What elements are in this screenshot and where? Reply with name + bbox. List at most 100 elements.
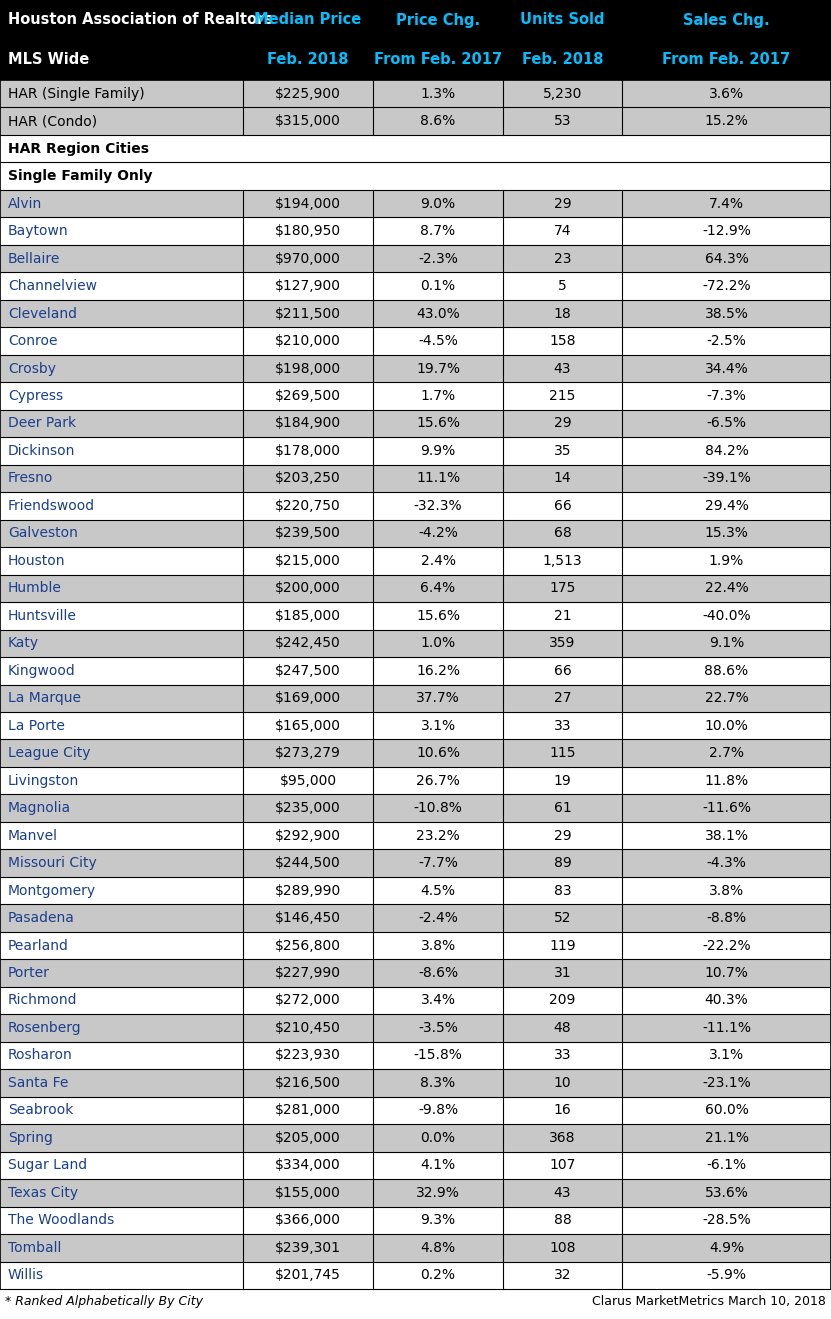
Text: 66: 66: [553, 499, 572, 513]
Text: Kingwood: Kingwood: [8, 663, 76, 678]
Text: 2.7%: 2.7%: [709, 747, 744, 760]
Bar: [0, 931, 831, 959]
Text: 23: 23: [553, 252, 571, 265]
Text: 2.4%: 2.4%: [420, 554, 455, 568]
Bar: [0, 464, 831, 492]
Text: 68: 68: [553, 526, 572, 541]
Text: 66: 66: [553, 663, 572, 678]
Text: -40.0%: -40.0%: [702, 609, 751, 623]
Text: -7.3%: -7.3%: [706, 389, 746, 404]
Text: $227,990: $227,990: [275, 966, 341, 980]
Text: $203,250: $203,250: [275, 471, 341, 485]
Text: 53: 53: [553, 115, 571, 128]
Text: $289,990: $289,990: [275, 884, 341, 898]
Bar: [0, 1070, 831, 1096]
Text: 14: 14: [553, 471, 572, 485]
Text: 215: 215: [549, 389, 576, 404]
Bar: [0, 1179, 831, 1207]
Text: Single Family Only: Single Family Only: [8, 169, 153, 183]
Text: $169,000: $169,000: [275, 691, 341, 706]
Text: 15.2%: 15.2%: [705, 115, 749, 128]
Text: 21: 21: [553, 609, 572, 623]
Text: 11.8%: 11.8%: [705, 774, 749, 787]
Text: 209: 209: [549, 993, 576, 1008]
Text: 38.5%: 38.5%: [705, 306, 749, 321]
Text: Montgomery: Montgomery: [8, 884, 96, 898]
Text: Cleveland: Cleveland: [8, 306, 77, 321]
Text: -11.1%: -11.1%: [702, 1021, 751, 1035]
Text: $200,000: $200,000: [275, 582, 341, 595]
Bar: [0, 40, 831, 80]
Text: Crosby: Crosby: [8, 361, 56, 376]
Text: $273,279: $273,279: [275, 747, 341, 760]
Text: 26.7%: 26.7%: [416, 774, 460, 787]
Text: Houston: Houston: [8, 554, 66, 568]
Text: 64.3%: 64.3%: [705, 252, 749, 265]
Text: 3.1%: 3.1%: [709, 1049, 744, 1062]
Text: Tomball: Tomball: [8, 1241, 61, 1254]
Text: 0.2%: 0.2%: [420, 1269, 455, 1282]
Text: $165,000: $165,000: [275, 719, 341, 733]
Text: 10: 10: [553, 1076, 572, 1089]
Text: 84.2%: 84.2%: [705, 445, 749, 458]
Text: -23.1%: -23.1%: [702, 1076, 751, 1089]
Text: 88: 88: [553, 1213, 572, 1227]
Text: 21.1%: 21.1%: [705, 1130, 749, 1145]
Text: Santa Fe: Santa Fe: [8, 1076, 68, 1089]
Bar: [0, 822, 831, 849]
Text: Units Sold: Units Sold: [520, 12, 605, 28]
Text: 9.3%: 9.3%: [420, 1213, 455, 1227]
Text: 48: 48: [553, 1021, 572, 1035]
Text: $970,000: $970,000: [275, 252, 341, 265]
Text: 3.8%: 3.8%: [420, 939, 455, 952]
Bar: [0, 272, 831, 299]
Text: Feb. 2018: Feb. 2018: [522, 53, 603, 67]
Text: 33: 33: [553, 1049, 571, 1062]
Bar: [0, 162, 831, 190]
Text: MLS Wide: MLS Wide: [8, 53, 89, 67]
Text: 6.4%: 6.4%: [420, 582, 455, 595]
Bar: [0, 410, 831, 437]
Text: 108: 108: [549, 1241, 576, 1254]
Bar: [0, 629, 831, 657]
Bar: [0, 135, 831, 162]
Text: 43: 43: [553, 361, 571, 376]
Bar: [0, 877, 831, 905]
Text: 8.7%: 8.7%: [420, 224, 455, 239]
Bar: [0, 437, 831, 464]
Bar: [0, 520, 831, 547]
Text: 18: 18: [553, 306, 572, 321]
Text: $146,450: $146,450: [275, 911, 341, 925]
Text: $220,750: $220,750: [275, 499, 341, 513]
Text: 34.4%: 34.4%: [705, 361, 749, 376]
Text: 43: 43: [553, 1186, 571, 1200]
Text: 11.1%: 11.1%: [416, 471, 460, 485]
Text: 3.8%: 3.8%: [709, 884, 744, 898]
Text: 88.6%: 88.6%: [705, 663, 749, 678]
Bar: [0, 355, 831, 383]
Text: HAR Region Cities: HAR Region Cities: [8, 141, 149, 156]
Text: Dickinson: Dickinson: [8, 445, 76, 458]
Text: $223,930: $223,930: [275, 1049, 341, 1062]
Text: 15.6%: 15.6%: [416, 609, 460, 623]
Text: Humble: Humble: [8, 582, 61, 595]
Bar: [0, 0, 831, 40]
Text: 29: 29: [553, 828, 572, 843]
Text: 38.1%: 38.1%: [705, 828, 749, 843]
Text: Bellaire: Bellaire: [8, 252, 61, 265]
Bar: [0, 1042, 831, 1070]
Text: 4.9%: 4.9%: [709, 1241, 744, 1254]
Text: 29.4%: 29.4%: [705, 499, 749, 513]
Text: $155,000: $155,000: [275, 1186, 341, 1200]
Text: Baytown: Baytown: [8, 224, 69, 239]
Text: 10.6%: 10.6%: [416, 747, 460, 760]
Text: $292,900: $292,900: [275, 828, 341, 843]
Text: Cypress: Cypress: [8, 389, 63, 404]
Text: 175: 175: [549, 582, 576, 595]
Text: -12.9%: -12.9%: [702, 224, 751, 239]
Bar: [0, 1235, 831, 1261]
Text: Galveston: Galveston: [8, 526, 78, 541]
Text: -5.9%: -5.9%: [706, 1269, 746, 1282]
Text: Channelview: Channelview: [8, 280, 97, 293]
Text: -22.2%: -22.2%: [702, 939, 751, 952]
